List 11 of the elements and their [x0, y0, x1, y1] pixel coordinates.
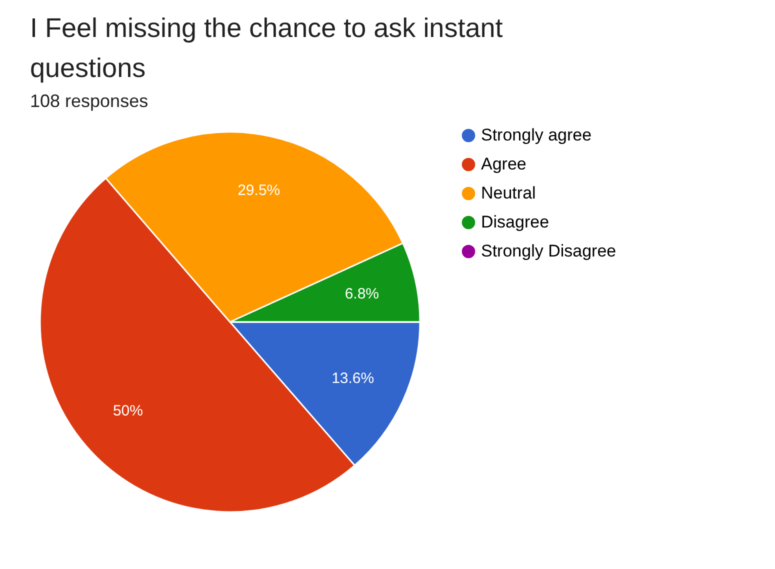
data-label: 29.5% [238, 182, 280, 200]
legend-label: Agree [481, 154, 526, 174]
legend-label: Neutral [481, 184, 536, 202]
data-label: 50% [112, 402, 143, 420]
legend-label: Strongly agree [481, 126, 592, 144]
legend-label: Strongly Disagree [481, 242, 616, 260]
legend-label: Disagree [481, 212, 550, 232]
chart-subtitle: 108 responses [30, 91, 148, 111]
chart-title: I Feel missing the chance to ask instant questions [30, 13, 504, 83]
data-label: 6.8% [344, 285, 380, 302]
data-label: 13.6% [332, 370, 374, 387]
